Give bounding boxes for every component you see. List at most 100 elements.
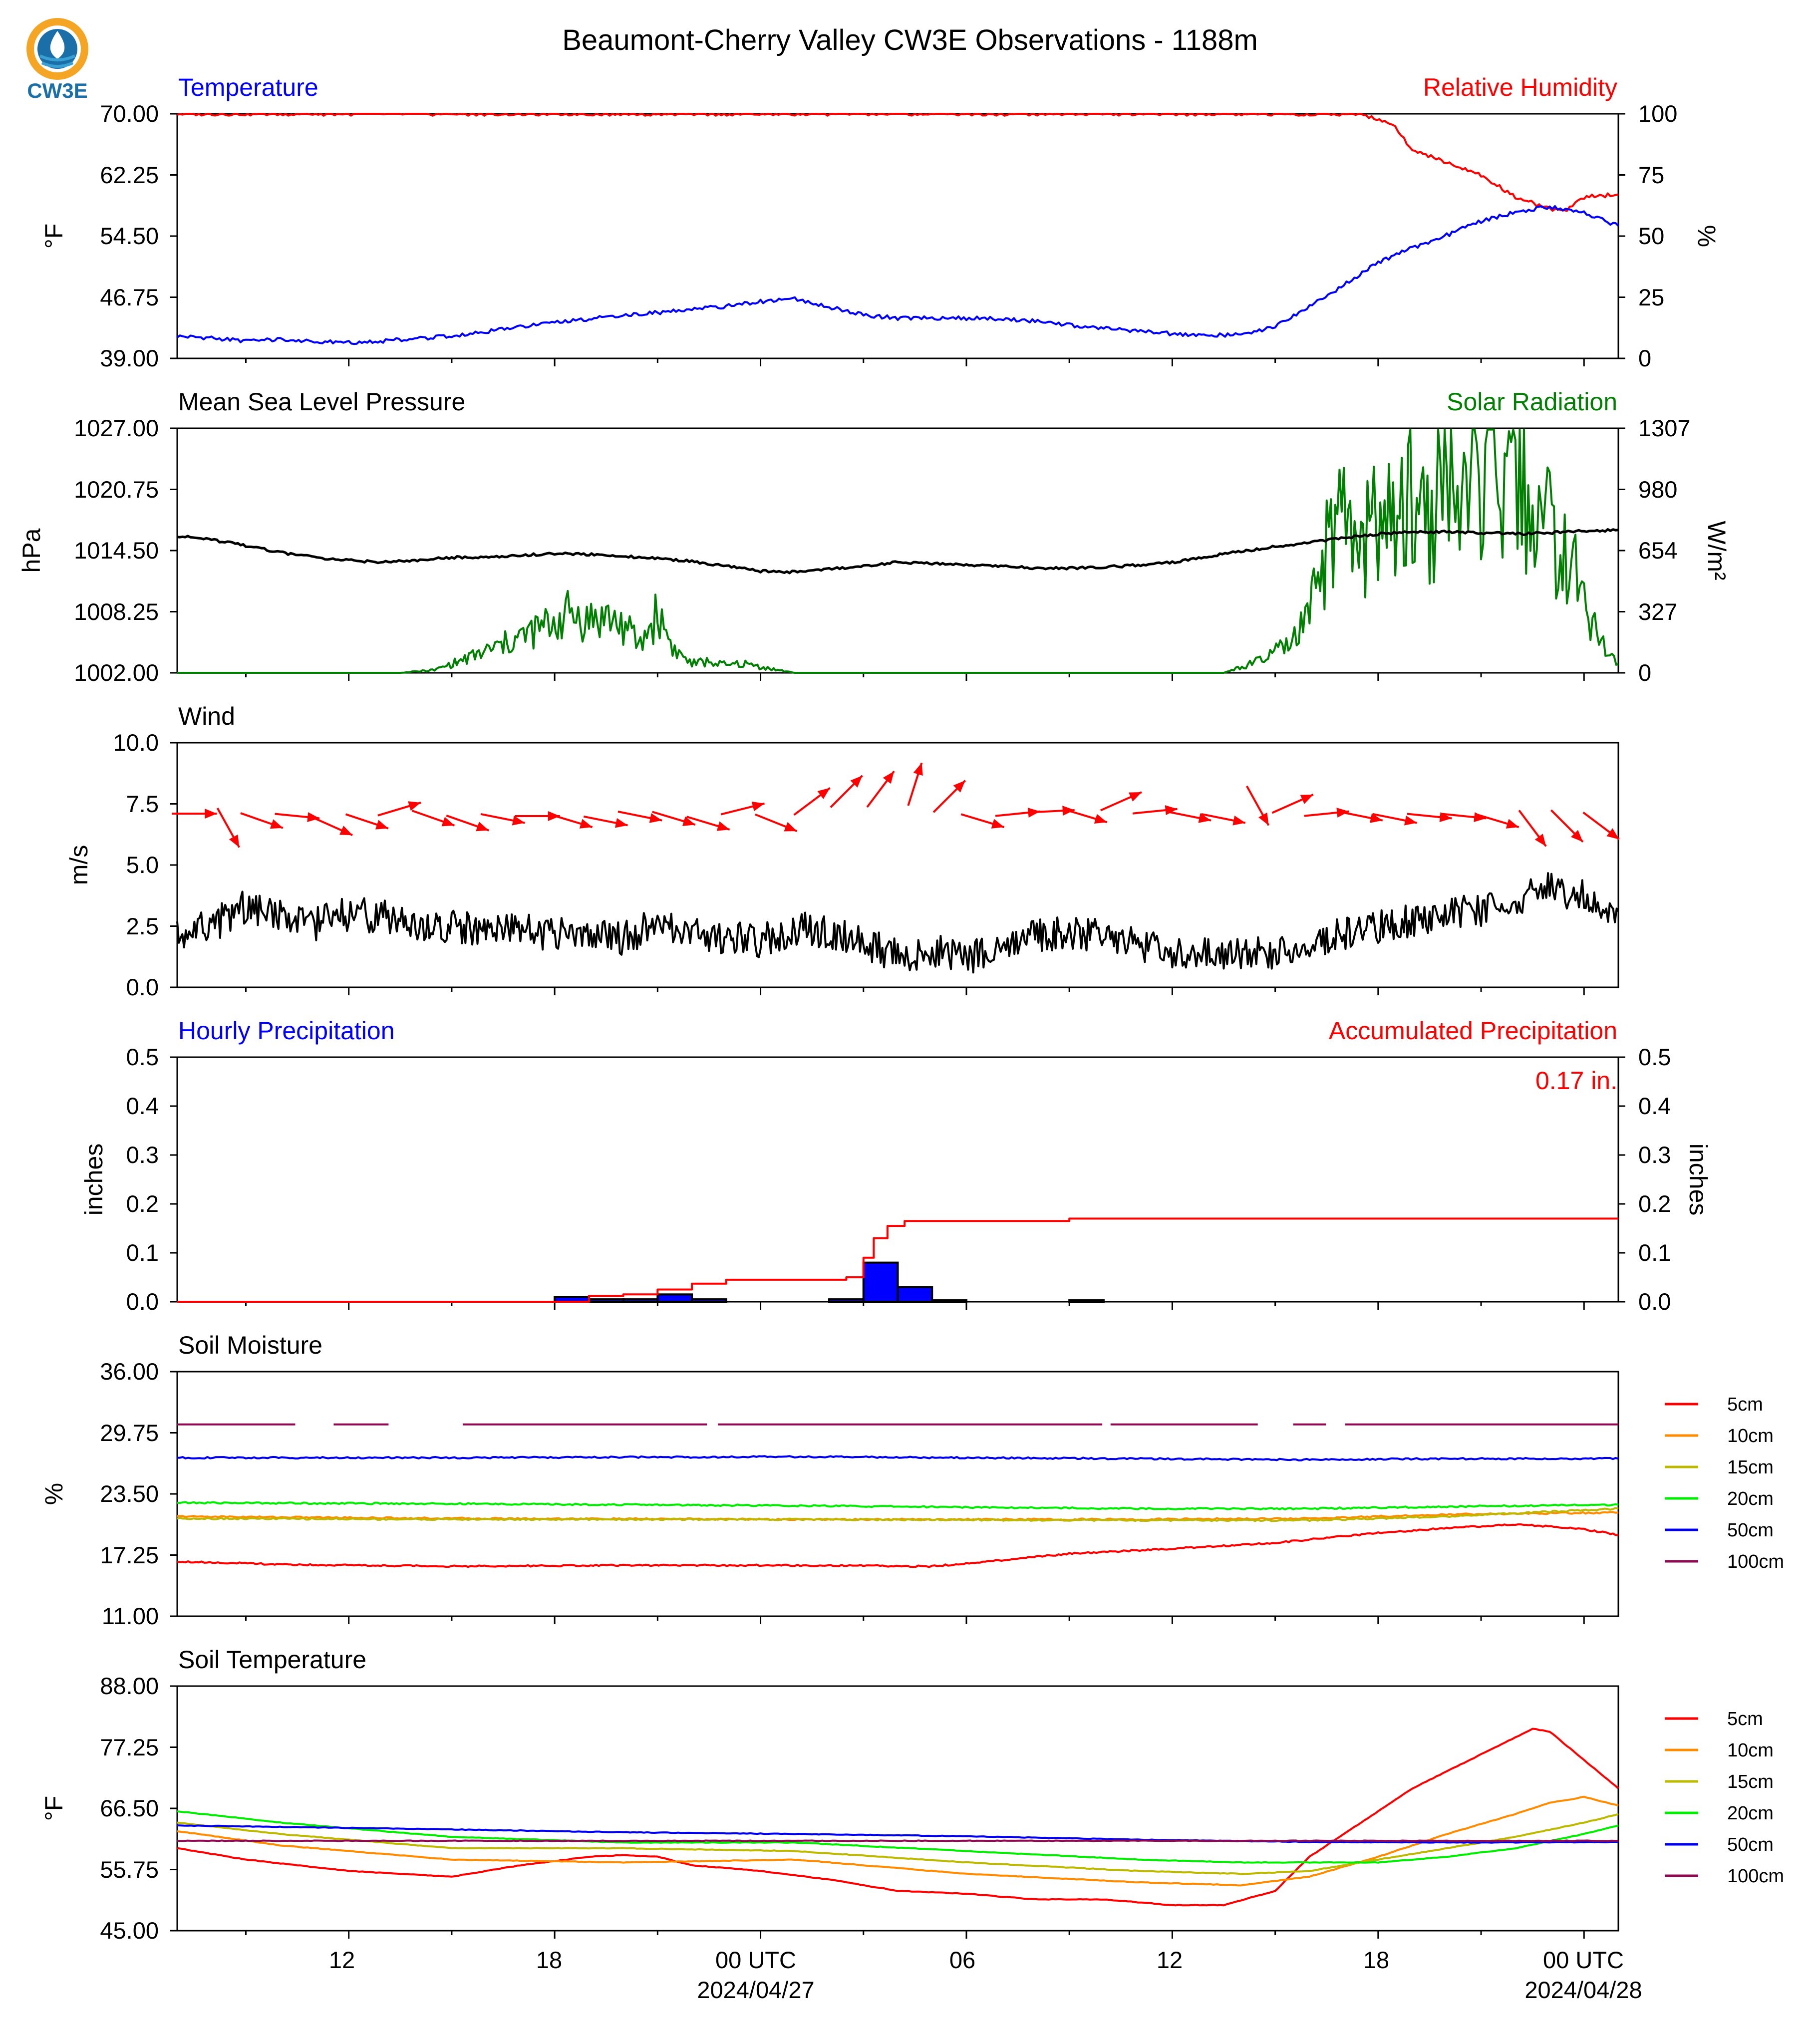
y-tick-label: 5.0 xyxy=(126,852,159,878)
x-tick-label: 00 UTC xyxy=(715,1947,796,1973)
y2-tick-label: 0 xyxy=(1638,659,1651,686)
wind-arrowhead xyxy=(375,820,388,830)
soil-temperature-20cm-line xyxy=(177,1810,1619,1864)
y2-tick-label: 0.4 xyxy=(1638,1093,1671,1119)
y-tick-label: 2.5 xyxy=(126,913,159,939)
wind-arrowhead xyxy=(817,788,830,799)
x-tick-label: 06 xyxy=(949,1947,975,1973)
plot-frame xyxy=(176,1685,1619,1932)
panel-temperature: Temperature Relative Humidity 70.00 62.2… xyxy=(40,73,1721,371)
y-tick-label: 0.1 xyxy=(126,1239,159,1266)
y-axis-label: inches xyxy=(80,1144,108,1216)
y2-tick-label: 0.5 xyxy=(1638,1044,1671,1070)
y-tick-label: 7.5 xyxy=(126,791,159,817)
wind-arrowhead xyxy=(1300,794,1313,804)
legend-label-5cm: 5cm xyxy=(1727,1709,1763,1730)
wind-arrowhead xyxy=(614,818,628,828)
wind-arrowhead xyxy=(1404,816,1417,826)
y2-tick-label: 25 xyxy=(1638,284,1664,310)
soil-temperature-100cm-line xyxy=(177,1839,1618,1842)
y-tick-label: 0.4 xyxy=(126,1093,159,1119)
soil-moisture-5cm-line xyxy=(177,1523,1619,1568)
wind-arrowhead xyxy=(1370,813,1383,823)
wind-arrowhead xyxy=(913,763,923,776)
y-tick-label: 46.75 xyxy=(100,284,159,310)
y-axis-label: °F xyxy=(40,224,68,249)
plot-frame xyxy=(176,1371,1619,1617)
y-tick-label: 11.00 xyxy=(102,1603,159,1629)
y2-tick-label: 0.2 xyxy=(1638,1190,1671,1217)
soil-temperature-5cm-line xyxy=(177,1728,1619,1907)
panel-pressure: Mean Sea Level Pressure Solar Radiation … xyxy=(17,388,1731,686)
y-axis-label: % xyxy=(40,1483,68,1505)
pressure-title: Mean Sea Level Pressure xyxy=(178,388,465,416)
logo-text: CW3E xyxy=(27,79,87,102)
wind-arrowhead xyxy=(408,801,421,811)
soil-moisture-title: Soil Moisture xyxy=(178,1331,322,1359)
relative-humidity-title: Relative Humidity xyxy=(1423,73,1617,101)
wind-arrowhead xyxy=(441,817,455,827)
pressure-line xyxy=(177,528,1619,575)
y-tick-label: 0.0 xyxy=(126,974,159,1000)
legend-label-10cm: 10cm xyxy=(1727,1426,1774,1447)
accumulated-total-label: 0.17 in. xyxy=(1535,1067,1617,1095)
legend-label-50cm: 50cm xyxy=(1727,1520,1774,1541)
x-tick-label: 12 xyxy=(1157,1947,1183,1973)
hourly-precipitation-title: Hourly Precipitation xyxy=(178,1017,395,1045)
precip-bar xyxy=(828,1298,865,1303)
cw3e-drop-logo: CW3E xyxy=(26,18,88,102)
y2-tick-label: 0 xyxy=(1638,345,1651,371)
time-axis: 12 18 00 UTC 2024/04/27 06 12 18 00 UTC … xyxy=(329,1947,1642,2003)
accumulated-precip-line xyxy=(177,1217,1618,1303)
y-tick-label: 29.75 xyxy=(100,1420,159,1446)
solar-radiation-title: Solar Radiation xyxy=(1447,388,1617,416)
y-tick-label: 55.75 xyxy=(100,1856,159,1883)
y-tick-label: 1002.00 xyxy=(74,659,159,686)
precip-bar xyxy=(897,1286,933,1303)
y-tick-label: 0.5 xyxy=(126,1044,159,1070)
legend-label-15cm: 15cm xyxy=(1727,1771,1774,1792)
chart-marks xyxy=(170,113,1625,1939)
wind-arrowhead xyxy=(716,821,730,831)
y2-tick-label: 1307 xyxy=(1638,415,1691,441)
wind-arrowhead xyxy=(1094,814,1107,824)
precip-bar xyxy=(691,1298,727,1303)
x-tick-label: 12 xyxy=(329,1947,355,1973)
x-tick-label: 18 xyxy=(1363,1947,1389,1973)
wind-arrowhead xyxy=(512,816,525,826)
wind-arrowhead xyxy=(579,819,593,829)
wind-arrowhead xyxy=(1534,834,1546,847)
x-tick-label: 00 UTC xyxy=(1543,1947,1624,1973)
wind-arrowhead xyxy=(270,819,283,829)
y-tick-label: 66.50 xyxy=(100,1795,159,1821)
temperature-title: Temperature xyxy=(178,73,318,101)
wind-arrowhead xyxy=(476,822,489,832)
y-tick-label: 1020.75 xyxy=(74,476,159,503)
precip-bar xyxy=(931,1299,967,1303)
y2-axis-label: inches xyxy=(1684,1144,1712,1216)
x-tick-label: 18 xyxy=(536,1947,562,1973)
wind-arrowhead xyxy=(339,826,353,836)
y2-tick-label: 0.3 xyxy=(1638,1142,1671,1168)
y-tick-label: 1008.25 xyxy=(74,598,159,625)
y-tick-label: 39.00 xyxy=(100,345,159,371)
y2-tick-label: 100 xyxy=(1638,100,1677,127)
wind-arrowhead xyxy=(751,801,765,812)
soil-temperature-15cm-line xyxy=(177,1813,1619,1875)
chart-title: Beaumont-Cherry Valley CW3E Observations… xyxy=(562,24,1258,56)
precip-bar xyxy=(656,1293,693,1303)
wind-arrowhead xyxy=(649,813,662,823)
x-tick-date-label: 2024/04/28 xyxy=(1524,1977,1642,2003)
soil-temperature-title: Soil Temperature xyxy=(178,1646,366,1674)
y-tick-label: 70.00 xyxy=(100,100,159,127)
legend-label-5cm: 5cm xyxy=(1727,1394,1763,1415)
y-tick-label: 23.50 xyxy=(100,1480,159,1507)
wind-arrowhead xyxy=(953,780,965,793)
y-tick-label: 0.0 xyxy=(126,1288,159,1315)
plot-frame xyxy=(176,113,1619,359)
soil-moisture-20cm-line xyxy=(177,1501,1619,1510)
precip-bar xyxy=(622,1298,659,1303)
y-tick-label: 77.25 xyxy=(100,1734,159,1760)
soil-moisture-15cm-line xyxy=(177,1507,1619,1522)
